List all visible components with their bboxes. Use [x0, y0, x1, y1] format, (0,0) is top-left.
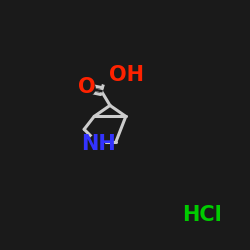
- Circle shape: [90, 135, 104, 150]
- Text: NH: NH: [81, 134, 116, 154]
- Text: OH: OH: [110, 66, 144, 86]
- Text: HCl: HCl: [182, 205, 222, 225]
- Circle shape: [98, 69, 113, 84]
- Text: O: O: [78, 77, 95, 97]
- Circle shape: [80, 81, 95, 96]
